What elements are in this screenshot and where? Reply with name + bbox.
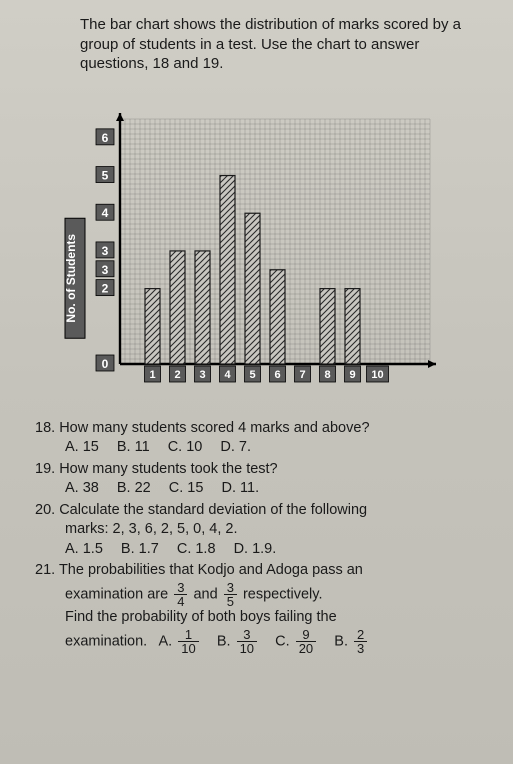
svg-text:2: 2 [102,281,109,295]
question-19: 19. How many students took the test? A. … [35,460,488,499]
question-18: 18. How many students scored 4 marks and… [35,419,488,458]
svg-text:10: 10 [371,369,383,381]
svg-text:6: 6 [274,369,280,381]
q19-opt-b: B. 22 [117,479,151,499]
q21-num: 21. [35,562,55,578]
q20-text1: Calculate the standard deviation of the … [59,502,367,518]
q18-opt-b: B. 11 [117,438,150,458]
q18-opt-a: A. 15 [65,438,99,458]
q20-opt-a: A. 1.5 [65,540,103,560]
q19-opt-d: D. 11. [221,479,259,499]
q19-text: How many students took the test? [59,461,277,477]
svg-text:3: 3 [102,243,109,257]
svg-text:4: 4 [102,206,109,220]
bar-chart: 0 2 3 3 4 5 6 1 2 3 4 5 6 7 8 9 10 No. of Students [55,84,488,394]
q19-opt-a: A. 38 [65,479,99,499]
svg-text:4: 4 [224,369,231,381]
q20-text2: marks: 2, 3, 6, 2, 5, 0, 4, 2. [65,520,488,540]
svg-text:0: 0 [102,357,109,371]
svg-text:2: 2 [174,369,180,381]
q21-opt-c-label: C. [275,633,290,649]
q21-text2b: and [193,586,221,602]
q19-num: 19. [35,461,55,477]
q21-frac1: 34 [174,581,187,608]
svg-text:3: 3 [102,262,109,276]
intro-text: The bar chart shows the distribution of … [80,15,488,74]
q21-text2c: respectively. [243,586,323,602]
svg-text:3: 3 [199,369,205,381]
q20-opt-b: B. 1.7 [121,540,159,560]
q21-opt-b-frac: 310 [237,628,257,655]
svg-text:9: 9 [349,369,355,381]
q20-num: 20. [35,502,55,518]
q21-text4: examination. [65,633,147,649]
svg-text:1: 1 [149,369,155,381]
q21-opt-c-frac: 920 [296,628,316,655]
q21-opt-d-label: B. [334,633,348,649]
q19-opt-c: C. 15 [169,479,204,499]
q20-opt-d: D. 1.9. [234,540,277,560]
question-20: 20. Calculate the standard deviation of … [35,501,488,560]
q21-opt-a-label: A. [159,633,173,649]
question-21: 21. The probabilities that Kodjo and Ado… [35,561,488,654]
svg-text:8: 8 [324,369,330,381]
svg-text:5: 5 [249,369,255,381]
svg-text:6: 6 [102,130,109,144]
q21-opt-b-label: B. [217,633,231,649]
q20-opt-c: C. 1.8 [177,540,216,560]
q21-text2a: examination are [65,586,172,602]
q21-frac2: 35 [224,581,237,608]
q18-text: How many students scored 4 marks and abo… [59,420,369,436]
q21-text3: Find the probability of both boys failin… [65,608,488,628]
svg-text:7: 7 [299,369,305,381]
q21-text1: The probabilities that Kodjo and Adoga p… [59,562,363,578]
q18-opt-d: D. 7. [220,438,251,458]
q21-opt-d-frac: 23 [354,628,367,655]
svg-text:No. of Students: No. of Students [64,233,78,322]
questions-block: 18. How many students scored 4 marks and… [35,419,488,655]
q18-opt-c: C. 10 [168,438,203,458]
q21-opt-a-frac: 110 [178,628,198,655]
q18-num: 18. [35,420,55,436]
svg-text:5: 5 [102,168,109,182]
